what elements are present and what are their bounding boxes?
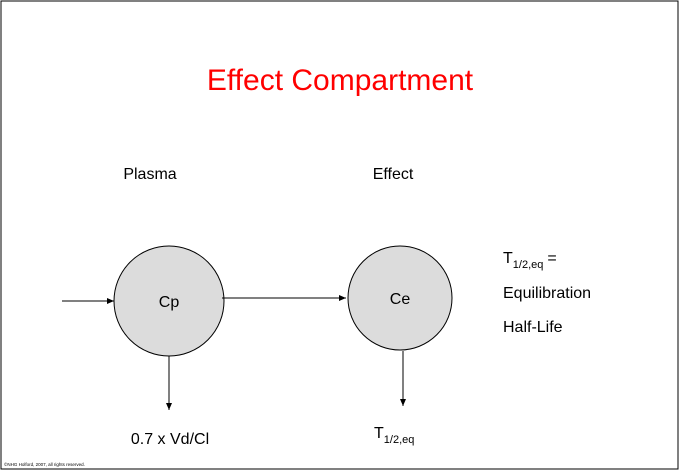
- note-line: Equilibration: [503, 285, 591, 302]
- title: Effect Compartment: [207, 64, 474, 97]
- effect-label: Ce: [390, 291, 411, 308]
- note-heading: T1/2,eq =: [503, 250, 557, 271]
- footer: ©NHG Holford, 2007, all rights reserved.: [4, 461, 85, 467]
- subscript: 1/2,eq: [384, 434, 415, 446]
- subscript: 1/2,eq: [513, 259, 544, 271]
- symbol: T: [503, 250, 513, 267]
- suffix: =: [547, 250, 556, 267]
- symbol: T: [374, 425, 384, 442]
- plasma-label: Cp: [159, 294, 180, 311]
- effect-compartment: [347, 245, 453, 351]
- note-line: Half-Life: [503, 319, 563, 336]
- plasma-heading: Plasma: [123, 166, 176, 183]
- effect-heading: Effect: [373, 166, 414, 183]
- effect-elimination: T1/2,eq: [374, 425, 414, 446]
- plasma-elimination: 0.7 x Vd/Cl: [131, 431, 209, 448]
